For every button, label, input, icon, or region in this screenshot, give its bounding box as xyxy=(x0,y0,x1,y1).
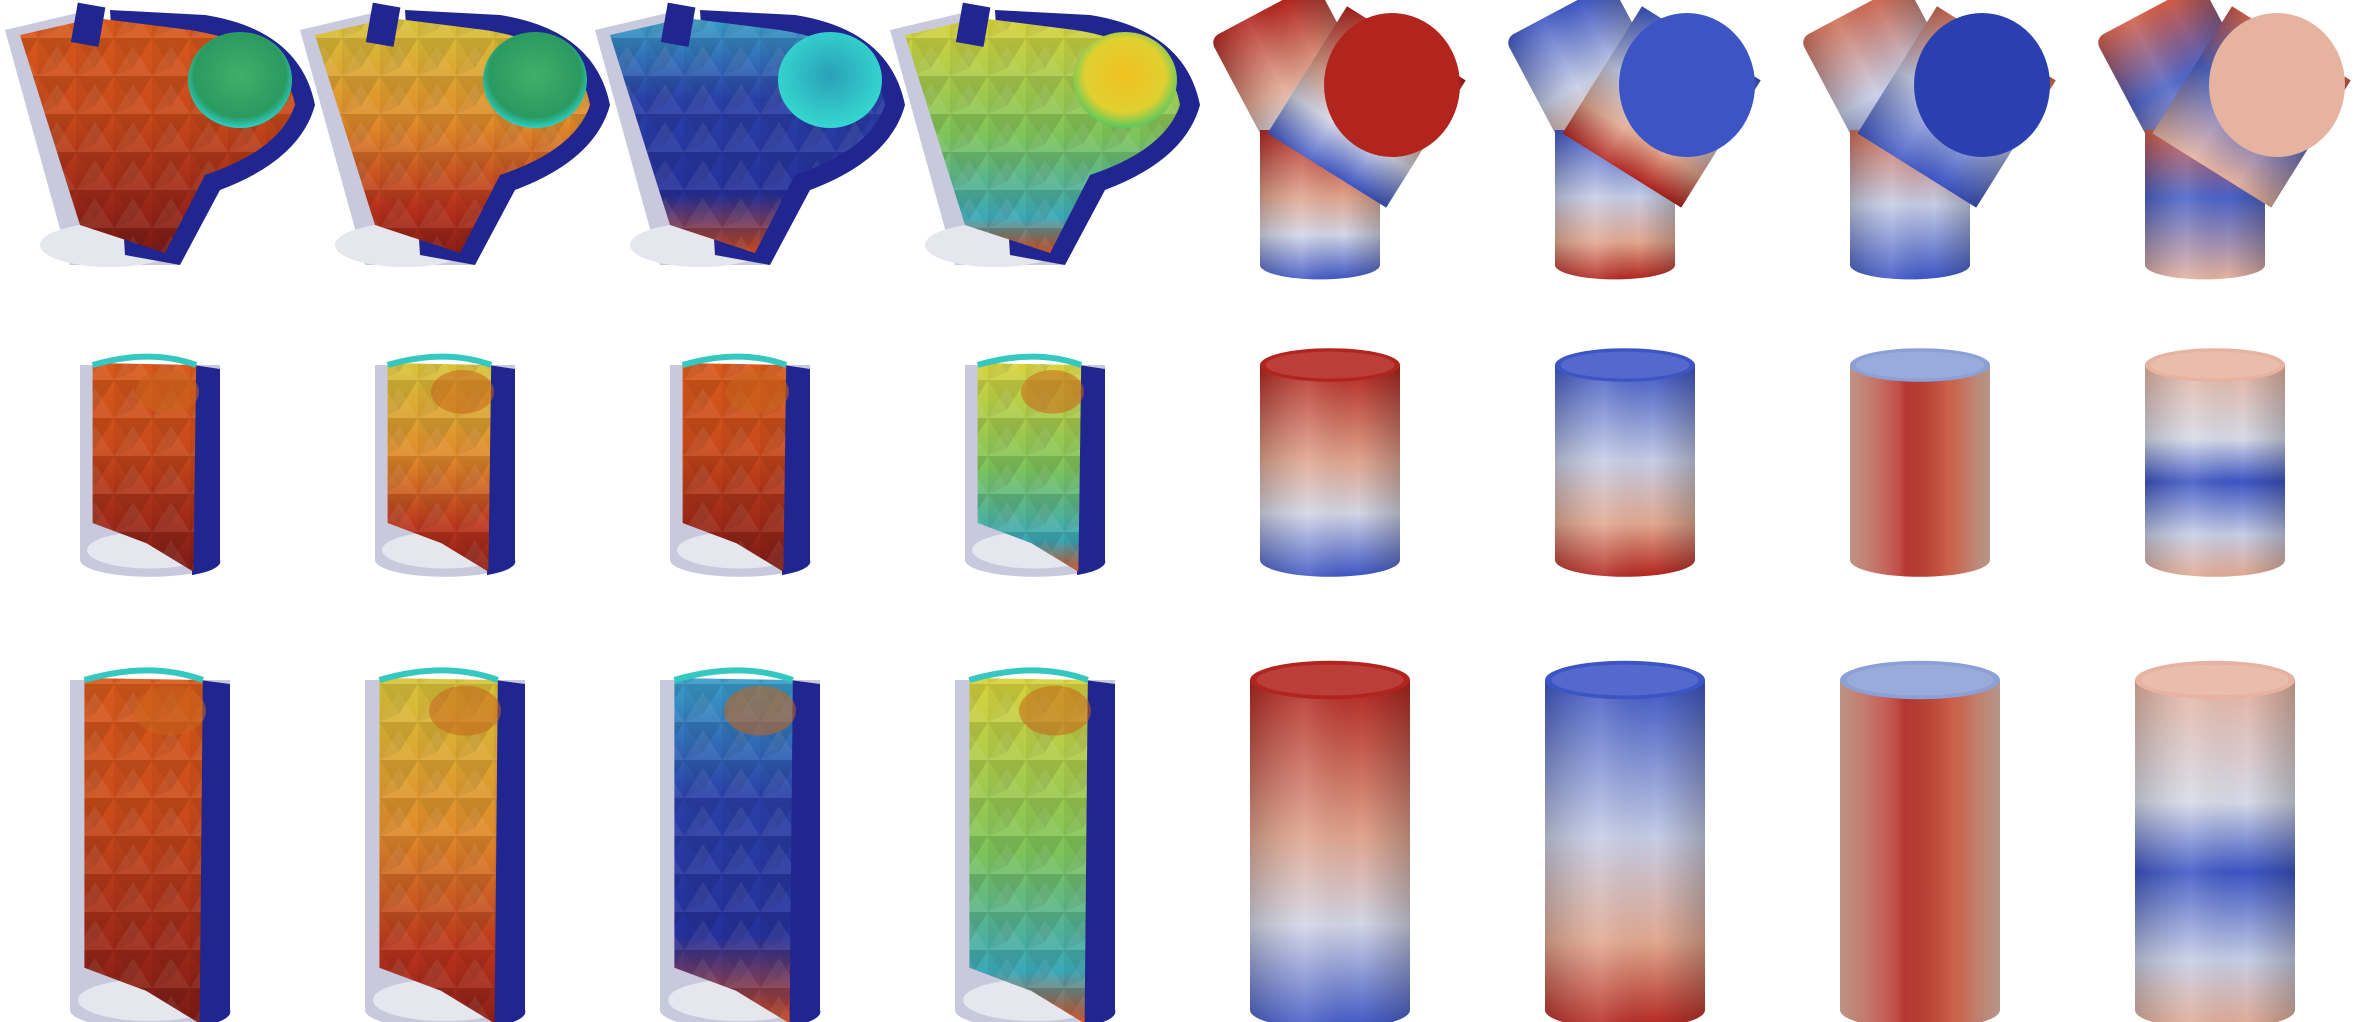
panel-r2-c4 xyxy=(965,353,1106,577)
cap-highlight xyxy=(2150,351,2280,379)
cylinder-shading xyxy=(2135,680,2295,1022)
mesh-facets xyxy=(977,363,1082,572)
cylinder-shading xyxy=(1545,680,1705,1022)
outer-shell xyxy=(788,680,821,1022)
inlet-tab xyxy=(365,2,401,47)
top-blob xyxy=(726,370,789,414)
rim-band xyxy=(378,667,499,683)
panel-r1-c8 xyxy=(2098,0,2351,280)
rim-band xyxy=(83,667,204,683)
top-blob xyxy=(1021,370,1084,414)
cap-highlight xyxy=(1551,664,1699,696)
top-blob xyxy=(136,370,199,414)
top-blob xyxy=(429,685,501,736)
cap-highlight xyxy=(1256,664,1404,696)
branch-dome xyxy=(188,32,292,128)
cylinder-cap xyxy=(2145,348,2285,382)
top-blob xyxy=(134,685,206,736)
panel-r3-c7 xyxy=(1840,660,2000,1022)
inlet-tab xyxy=(660,2,696,47)
cap-highlight xyxy=(2141,664,2289,696)
outer-shell xyxy=(782,365,811,576)
cylinder-shading xyxy=(1850,365,1990,577)
cylinder-shading xyxy=(1250,680,1410,1022)
rim-band xyxy=(673,667,794,683)
panel-r3-c2 xyxy=(365,667,526,1022)
outer-shell xyxy=(198,680,231,1022)
panel-r1-c3 xyxy=(595,2,905,267)
panel-r1-c1 xyxy=(5,2,315,267)
rim-band xyxy=(386,353,493,368)
branch-dome xyxy=(483,32,587,128)
panel-r3-c3 xyxy=(660,667,821,1022)
cylinder-cap xyxy=(1555,348,1695,382)
cylinder-cap xyxy=(1545,660,1705,700)
inlet-tab xyxy=(70,2,106,47)
branch-cap xyxy=(1619,13,1755,157)
branch-cap xyxy=(1914,13,2050,157)
mesh-facets xyxy=(969,678,1088,1022)
branch-dome xyxy=(1073,32,1177,128)
cap-highlight xyxy=(1846,664,1994,696)
cylinder-shading xyxy=(1555,365,1695,577)
branch-cap xyxy=(1324,13,1460,157)
cylinder-cap xyxy=(2135,660,2295,700)
inlet-tab xyxy=(955,2,991,47)
top-blob xyxy=(431,370,494,414)
cap-highlight xyxy=(1855,351,1985,379)
rim-band xyxy=(976,353,1083,368)
panel-r1-c2 xyxy=(300,2,610,267)
panel-r2-c7 xyxy=(1850,348,1990,577)
cylinder-cap xyxy=(1250,660,1410,700)
panel-r1-c5 xyxy=(1213,0,1466,280)
panel-r2-c6 xyxy=(1555,348,1695,577)
panel-r3-c8 xyxy=(2135,660,2295,1022)
outer-shell xyxy=(493,680,526,1022)
outer-shell xyxy=(1077,365,1106,576)
top-blob xyxy=(1019,685,1091,736)
cylinder-cap xyxy=(1260,348,1400,382)
panel-r2-c3 xyxy=(670,353,811,577)
mesh-facets xyxy=(84,678,203,1022)
rim-band xyxy=(968,667,1089,683)
outer-shell xyxy=(192,365,221,576)
panel-r3-c4 xyxy=(955,667,1116,1022)
mesh-facets xyxy=(674,678,793,1022)
panel-r2-c5 xyxy=(1260,348,1400,577)
top-blob xyxy=(724,685,796,736)
cap-highlight xyxy=(1265,351,1395,379)
cylinder-shading xyxy=(2145,365,2285,577)
panel-r2-c8 xyxy=(2145,348,2285,577)
mesh-facets xyxy=(682,363,787,572)
outer-shell xyxy=(487,365,516,576)
outer-shell xyxy=(1083,680,1116,1022)
cylinder-shading xyxy=(1260,365,1400,577)
branch-cap xyxy=(2209,13,2345,157)
panel-r2-c2 xyxy=(375,353,516,577)
panel-r3-c1 xyxy=(70,667,231,1022)
branch-dome xyxy=(778,32,882,128)
cylinder-shading xyxy=(1840,680,2000,1022)
mesh-facets xyxy=(92,363,197,572)
cylinder-cap xyxy=(1850,348,1990,382)
panel-r1-c6 xyxy=(1508,0,1761,280)
panel-r1-c4 xyxy=(890,2,1200,267)
rim-band xyxy=(91,353,198,368)
mesh-facets xyxy=(379,678,498,1022)
cylinder-cap xyxy=(1840,660,2000,700)
rim-band xyxy=(681,353,788,368)
cap-highlight xyxy=(1560,351,1690,379)
mesh-facets xyxy=(387,363,492,572)
panel-r1-c7 xyxy=(1803,0,2056,280)
panel-r3-c5 xyxy=(1250,660,1410,1022)
panel-r2-c1 xyxy=(80,353,221,577)
panel-r3-c6 xyxy=(1545,660,1705,1022)
